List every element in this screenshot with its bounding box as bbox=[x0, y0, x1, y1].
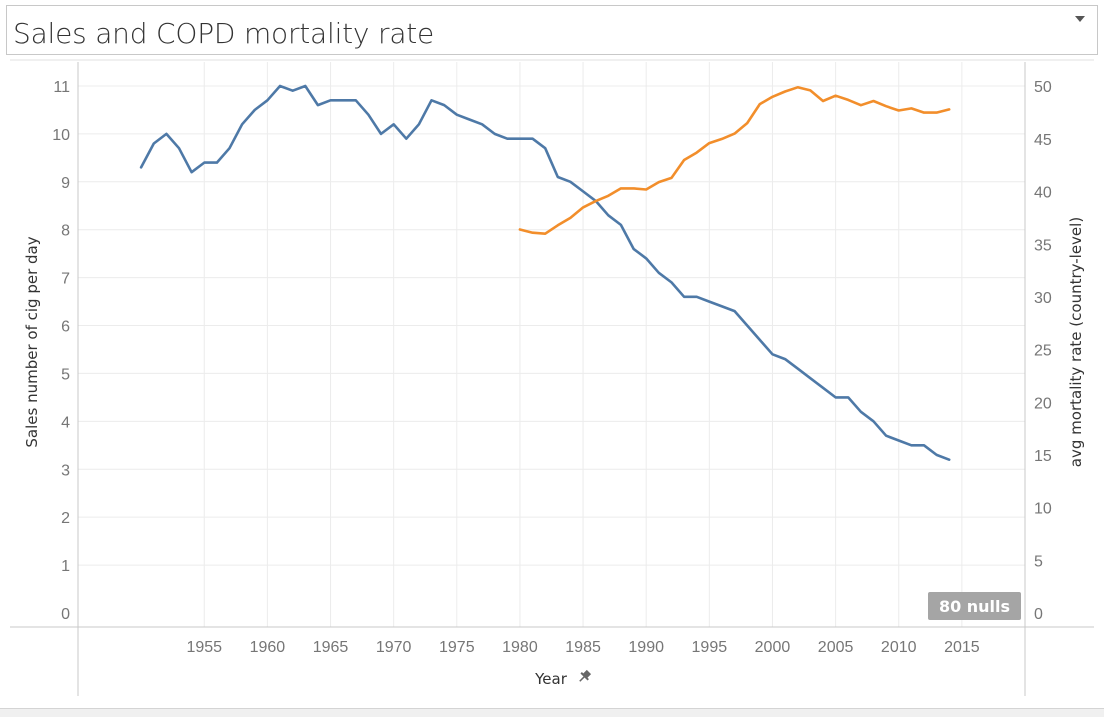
x-tick-label: 1955 bbox=[186, 639, 222, 656]
mortality-series-line bbox=[518, 86, 951, 235]
y-axis-right-ticks: 0 5 10 15 20 25 30 35 40 45 50 bbox=[1034, 79, 1052, 623]
y2-tick-label: 5 bbox=[1034, 553, 1043, 570]
x-tick-label: 1985 bbox=[565, 639, 601, 656]
x-tick-label: 1970 bbox=[376, 639, 412, 656]
pin-icon bbox=[579, 669, 592, 682]
y-tick-label: 7 bbox=[61, 271, 70, 288]
x-tick-label: 2010 bbox=[881, 639, 917, 656]
x-tick-label: 2005 bbox=[818, 639, 854, 656]
y-tick-label: 1 bbox=[61, 558, 70, 575]
nulls-badge-bg bbox=[928, 592, 1021, 620]
y2-tick-label: 45 bbox=[1034, 132, 1052, 149]
pin-bar bbox=[580, 672, 589, 681]
y-tick-label: 11 bbox=[53, 79, 70, 96]
gridlines bbox=[78, 62, 1025, 627]
x-tick-label: 1990 bbox=[628, 639, 664, 656]
y-tick-label: 3 bbox=[61, 462, 70, 479]
y-tick-label: 9 bbox=[61, 175, 70, 192]
y-tick-label: 4 bbox=[61, 414, 70, 431]
y2-tick-label: 50 bbox=[1034, 79, 1052, 96]
x-axis-ticks: 1955 1960 1965 1970 1975 1980 1985 1990 1995 2000… bbox=[186, 639, 979, 656]
nulls-badge[interactable]: 80 nulls bbox=[928, 592, 1021, 620]
x-tick-label: 2015 bbox=[944, 639, 980, 656]
y-axis-title: Sales number of cig per day bbox=[23, 236, 41, 447]
y-tick-label: 5 bbox=[61, 366, 70, 383]
x-tick-label: 1975 bbox=[439, 639, 475, 656]
bottom-scrollbar[interactable] bbox=[0, 708, 1104, 717]
y-tick-label: 6 bbox=[61, 319, 70, 336]
x-tick-label: 1980 bbox=[502, 639, 538, 656]
nulls-badge-label: 80 nulls bbox=[939, 597, 1010, 616]
y2-tick-label: 20 bbox=[1034, 395, 1052, 412]
x-tick-label: 1960 bbox=[250, 639, 286, 656]
y2-tick-label: 0 bbox=[1034, 606, 1043, 623]
y2-tick-label: 15 bbox=[1034, 448, 1052, 465]
y-tick-label: 8 bbox=[61, 223, 70, 240]
title-box: Sales and COPD mortality rate bbox=[6, 5, 1098, 55]
x-tick-label: 1995 bbox=[692, 639, 728, 656]
sales-series-line bbox=[139, 84, 951, 462]
y2-tick-label: 35 bbox=[1034, 237, 1052, 254]
x-axis-title: Year bbox=[534, 670, 568, 688]
y2-tick-label: 10 bbox=[1034, 501, 1052, 518]
x-tick-label: 1965 bbox=[313, 639, 349, 656]
y2-tick-label: 30 bbox=[1034, 290, 1052, 307]
y-tick-label: 2 bbox=[61, 510, 70, 527]
chart-title: Sales and COPD mortality rate bbox=[13, 17, 435, 50]
dropdown-arrow-icon[interactable] bbox=[1075, 16, 1085, 22]
y-tick-label: 10 bbox=[52, 127, 70, 144]
y2-tick-label: 25 bbox=[1034, 343, 1052, 360]
x-tick-label: 2000 bbox=[755, 639, 791, 656]
y2-axis-title: avg mortality rate (country-level) bbox=[1067, 217, 1085, 467]
y2-tick-label: 40 bbox=[1034, 185, 1052, 202]
pin-needle bbox=[579, 675, 586, 682]
y-axis-left-ticks: 0 1 2 3 4 5 6 7 8 9 10 11 bbox=[52, 79, 70, 623]
y-tick-label: 0 bbox=[61, 606, 70, 623]
